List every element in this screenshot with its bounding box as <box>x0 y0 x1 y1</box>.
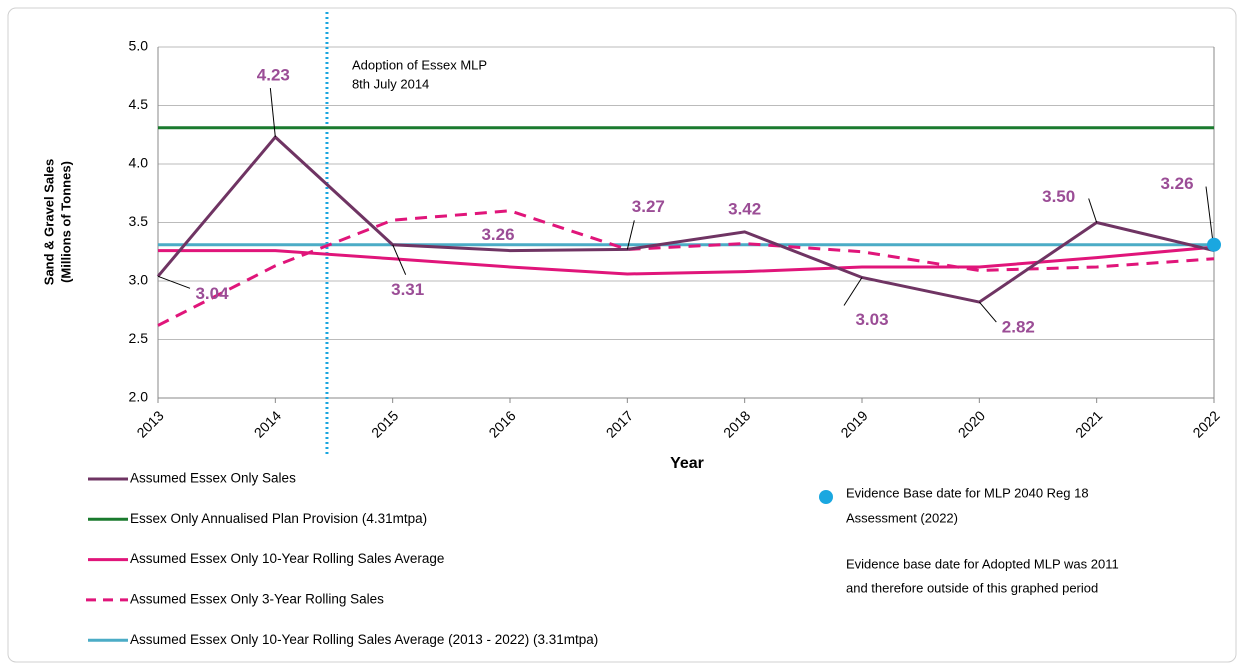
x-tick-label: 2016 <box>485 407 518 440</box>
legend-label: Assumed Essex Only 3-Year Rolling Sales <box>130 591 384 606</box>
legend-label: Assumed Essex Only 10-Year Rolling Sales… <box>130 551 444 566</box>
legend-label: Assumed Essex Only Sales <box>130 471 296 486</box>
y-tick-label: 2.0 <box>129 389 149 405</box>
y-tick-label: 4.0 <box>129 155 149 171</box>
marker <box>1207 237 1221 252</box>
leader-line <box>626 220 635 250</box>
legend-marker <box>819 490 833 504</box>
data-label: 4.23 <box>257 66 290 85</box>
legend-label: Essex Only Annualised Plan Provision (4.… <box>130 511 427 526</box>
x-axis-label: Year <box>670 455 704 472</box>
data-label: 3.27 <box>632 197 665 216</box>
data-label: 3.03 <box>855 310 888 329</box>
data-label: 3.42 <box>728 199 761 218</box>
leader-line <box>157 275 191 289</box>
data-label: 3.31 <box>391 280 424 299</box>
legend-label: Assumed Essex Only 10-Year Rolling Sales… <box>130 632 598 647</box>
y-tick-label: 5.0 <box>129 38 149 54</box>
annotation-text: 8th July 2014 <box>352 76 429 91</box>
series-line <box>157 209 1215 327</box>
x-tick-label: 2021 <box>1072 407 1105 440</box>
leader-line <box>392 244 407 275</box>
data-label: 3.04 <box>195 284 229 303</box>
x-tick-label: 2017 <box>603 407 636 440</box>
x-tick-label: 2013 <box>133 407 166 440</box>
data-label: 3.50 <box>1042 187 1075 206</box>
x-tick-label: 2020 <box>955 407 988 440</box>
legend-marker-label: Evidence Base date for MLP 2040 Reg 18 <box>846 485 1089 500</box>
frame <box>7 7 1237 663</box>
annotation-text: Adoption of Essex MLP <box>352 57 487 72</box>
series-line <box>156 134 1215 304</box>
data-label: 2.82 <box>1002 318 1035 337</box>
note: and therefore outside of this graphed pe… <box>846 580 1098 595</box>
leader-line <box>1088 198 1098 223</box>
leader-line <box>843 277 863 306</box>
x-tick-label: 2022 <box>1189 407 1222 440</box>
y-axis-label: Sand & Gravel Sales <box>41 159 56 285</box>
leader-line <box>269 88 276 138</box>
y-axis-label: (Millions of Tonnes) <box>58 161 73 283</box>
x-tick-label: 2014 <box>251 407 284 440</box>
y-tick-label: 2.5 <box>129 330 149 346</box>
note: Evidence base date for Adopted MLP was 2… <box>846 556 1119 571</box>
x-tick-label: 2018 <box>720 407 753 440</box>
leader-line <box>978 301 997 323</box>
y-tick-label: 4.5 <box>129 96 149 112</box>
y-tick-label: 3.0 <box>129 272 149 288</box>
data-label: 3.26 <box>1160 174 1193 193</box>
x-tick-label: 2015 <box>368 407 401 440</box>
x-tick-label: 2019 <box>837 407 870 440</box>
y-tick-label: 3.5 <box>129 213 149 229</box>
data-label: 3.26 <box>481 225 514 244</box>
legend-marker-label: Assessment (2022) <box>846 510 958 525</box>
